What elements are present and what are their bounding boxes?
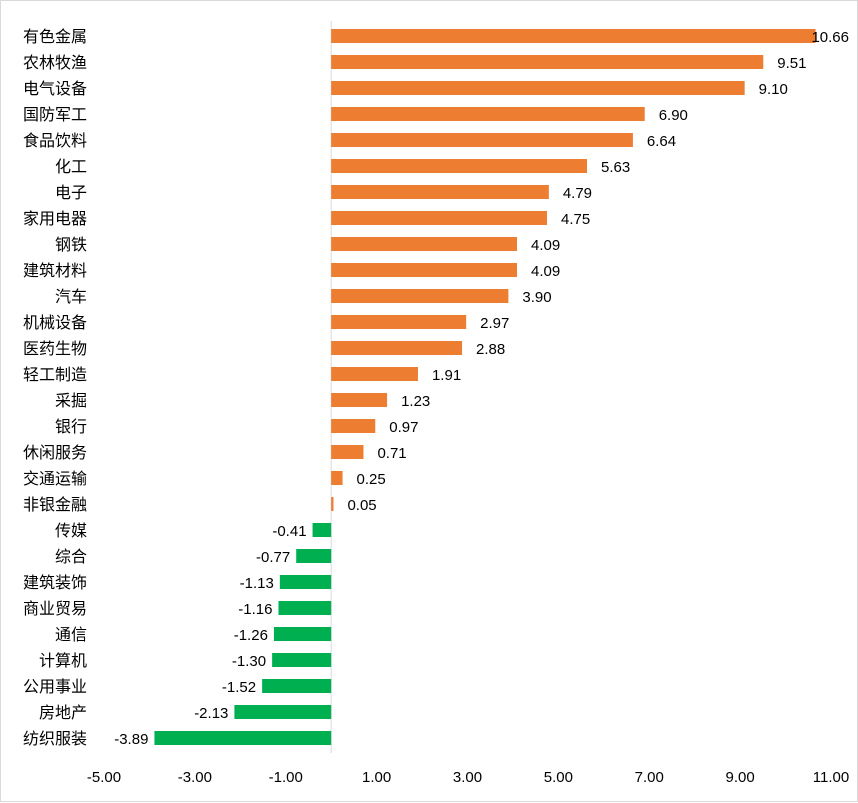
category-label: 轻工制造 (23, 365, 87, 384)
category-label: 纺织服装 (23, 729, 87, 748)
bar (331, 419, 376, 433)
x-tick-label: 5.00 (544, 769, 573, 786)
data-label: 9.10 (759, 81, 788, 98)
category-label: 有色金属 (23, 27, 87, 46)
category-label: 公用事业 (23, 677, 87, 696)
category-label: 电子 (55, 183, 87, 202)
data-label: -1.30 (232, 653, 266, 670)
bar (331, 185, 549, 199)
category-label: 建筑装饰 (23, 573, 87, 592)
category-label: 家用电器 (23, 209, 87, 228)
data-label: 9.51 (777, 55, 806, 72)
bar (331, 263, 518, 277)
bar (331, 315, 467, 329)
data-label: 4.09 (531, 237, 560, 254)
data-label: 10.66 (811, 29, 849, 46)
data-label: -0.41 (272, 523, 306, 540)
category-label: 机械设备 (23, 313, 87, 332)
x-tick-label: 1.00 (362, 769, 391, 786)
category-label: 食品饮料 (23, 131, 87, 150)
bar (331, 393, 388, 407)
bar (331, 81, 745, 95)
data-label: -3.89 (114, 731, 148, 748)
data-label: 1.23 (401, 393, 430, 410)
bar (331, 133, 633, 147)
category-label: 汽车 (55, 287, 87, 306)
data-label: 0.97 (389, 419, 418, 436)
x-tick-label: 11.00 (813, 769, 849, 786)
bar (331, 159, 588, 173)
data-label: 4.79 (563, 185, 592, 202)
data-label: 5.63 (601, 159, 630, 176)
category-label: 非银金融 (23, 495, 87, 514)
bar (331, 497, 334, 511)
category-label: 建筑材料 (23, 261, 87, 280)
data-label: -0.77 (256, 549, 290, 566)
bar (331, 341, 463, 355)
category-label: 房地产 (39, 703, 87, 722)
category-label: 休闲服务 (23, 443, 87, 462)
bar (296, 549, 332, 563)
category-label: 通信 (55, 625, 87, 644)
x-tick-label: -5.00 (87, 769, 121, 786)
x-tick-label: 3.00 (453, 769, 482, 786)
category-label: 银行 (55, 417, 87, 436)
data-label: -1.13 (240, 575, 274, 592)
bar (154, 731, 332, 745)
category-label: 传媒 (55, 521, 87, 540)
category-label: 农林牧渔 (23, 53, 87, 72)
bar (272, 653, 332, 667)
bar (331, 211, 548, 225)
data-label: 0.71 (377, 445, 406, 462)
category-label: 计算机 (39, 651, 87, 670)
x-tick-label: -3.00 (178, 769, 212, 786)
x-tick-label: -1.00 (269, 769, 303, 786)
data-label: 4.09 (531, 263, 560, 280)
data-label: 1.91 (432, 367, 461, 384)
bar (273, 627, 332, 641)
data-label: -1.26 (234, 627, 268, 644)
category-label: 采掘 (55, 391, 87, 410)
data-label: 0.25 (357, 471, 386, 488)
x-tick-label: 7.00 (635, 769, 664, 786)
x-tick-label: 9.00 (726, 769, 755, 786)
bar (331, 445, 364, 459)
data-label: -1.52 (222, 679, 256, 696)
bar (331, 237, 518, 251)
bar (262, 679, 332, 693)
data-label: 4.75 (561, 211, 590, 228)
data-label: 3.90 (522, 289, 551, 306)
data-label: -2.13 (194, 705, 228, 722)
data-label: 6.90 (659, 107, 688, 124)
bar (312, 523, 332, 537)
data-label: -1.16 (238, 601, 272, 618)
category-label: 交通运输 (23, 469, 87, 488)
bar (331, 29, 816, 43)
category-label: 钢铁 (55, 235, 87, 254)
category-label: 综合 (55, 547, 87, 566)
bar (331, 55, 764, 69)
bar (331, 367, 418, 381)
data-label: 2.88 (476, 341, 505, 358)
bar (331, 289, 509, 303)
category-label: 化工 (55, 157, 87, 176)
data-label: 2.97 (480, 315, 509, 332)
data-label: 6.64 (647, 133, 676, 150)
bar (331, 107, 645, 121)
category-label: 国防军工 (23, 105, 87, 124)
category-label: 商业贸易 (23, 599, 87, 618)
bar (278, 601, 332, 615)
category-label: 电气设备 (23, 79, 87, 98)
data-label: 0.05 (347, 497, 376, 514)
category-label: 医药生物 (23, 339, 87, 358)
bar (234, 705, 332, 719)
bar (279, 575, 332, 589)
bar (331, 471, 343, 485)
